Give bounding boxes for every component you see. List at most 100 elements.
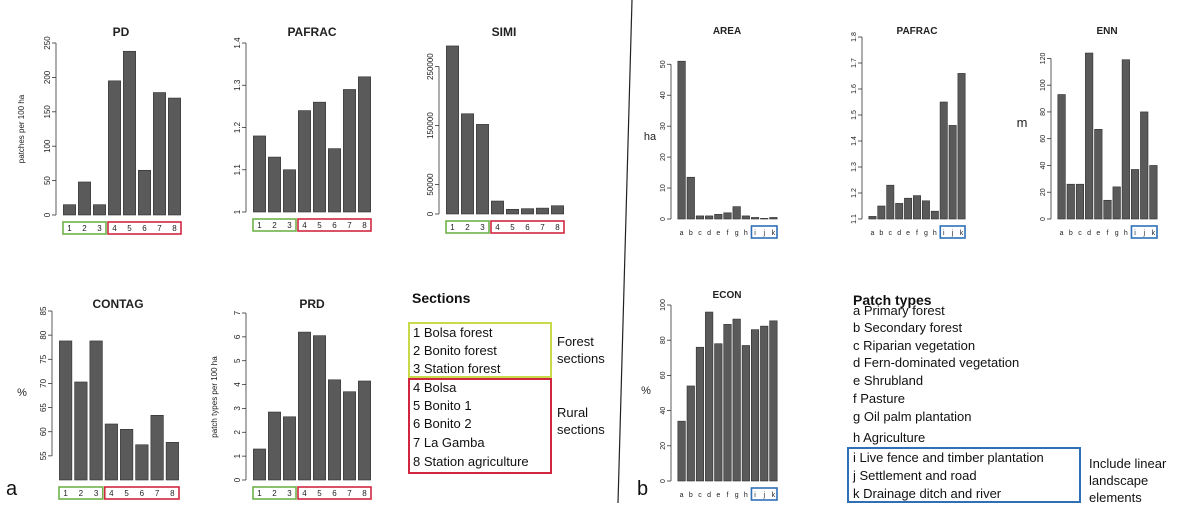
chart-3-simi: SIMI 0 50000 150000 250000 1 2 3 4 5 6 7 8 bbox=[426, 25, 565, 234]
chart-1-pd-y-tick-label-2: 100 bbox=[43, 139, 52, 153]
chart-1-pd-y-tick-label-3: 150 bbox=[43, 105, 52, 119]
chart-6-area-y-tick-label-0: 0 bbox=[660, 217, 667, 221]
chart-4-contag-y-tick-label-2: 65 bbox=[39, 403, 48, 412]
chart-7-pafrac: PAFRAC 1.1 1.2 1.3 1.4 1.5 1.6 1.7 1.8 a b c d e f g h i j… bbox=[851, 26, 966, 239]
section-item-4: 4 Bolsa bbox=[413, 380, 457, 395]
chart-7-pafrac-x-tick-label-c: c bbox=[889, 230, 893, 237]
chart-9-econ-y-tick-label-5: 100 bbox=[660, 299, 667, 311]
chart-3-simi-bar-4 bbox=[491, 200, 504, 215]
chart-1-pd-group-box-1 bbox=[62, 221, 107, 235]
chart-7-pafrac-x-tick-label-i: i bbox=[943, 230, 945, 237]
chart-8-enn-x-tick-label-f: f bbox=[1107, 230, 1109, 237]
rural-sections-label: Rural sections bbox=[557, 405, 605, 437]
chart-7-pafrac-bar-k bbox=[957, 73, 966, 220]
chart-6-area: AREA 0 10 20 30 40 50 ha a b c d e f g h i j k bbox=[644, 26, 778, 239]
chart-6-area-bar-e bbox=[714, 214, 723, 220]
chart-4-contag-y-tick-label-0: 55 bbox=[39, 451, 48, 460]
chart-4-contag-bar-5 bbox=[120, 428, 134, 481]
chart-2-pafrac-bar-8 bbox=[358, 76, 371, 213]
chart-7-pafrac-x-tick-label-f: f bbox=[916, 230, 918, 237]
chart-4-contag-group-box-2 bbox=[103, 486, 180, 500]
chart-2-pafrac-x-tick-label-8: 8 bbox=[362, 221, 367, 230]
chart-3-simi-x-tick-label-6: 6 bbox=[525, 223, 530, 232]
chart-9-econ-bar-h bbox=[741, 345, 750, 482]
chart-1-pd: PD 0 50 100 150 200 250 patches per 100 ha 1 2 3 4 5… bbox=[17, 25, 182, 235]
chart-7-pafrac-x-tick-label-g: g bbox=[924, 230, 928, 237]
chart-7-pafrac-bar-j bbox=[948, 125, 957, 220]
chart-7-pafrac-group-box-1 bbox=[939, 225, 966, 239]
chart-4-contag-bar-4 bbox=[104, 423, 118, 481]
chart-8-enn-x-tick-label-d: d bbox=[1087, 230, 1091, 237]
chart-4-contag-bar-2 bbox=[74, 381, 88, 481]
chart-1-pd-x-tick-label-3: 3 bbox=[97, 224, 102, 233]
chart-9-econ-bar-g bbox=[732, 318, 741, 482]
chart-5-prd-y-tick-label-7: 7 bbox=[233, 310, 242, 315]
chart-8-enn-x-tick-label-e: e bbox=[1096, 230, 1100, 237]
chart-8-enn-y-tick-label-1: 20 bbox=[1040, 188, 1047, 196]
chart-5-prd-y-label: patch types per 100 ha bbox=[210, 356, 219, 438]
chart-2-pafrac-group-box-1 bbox=[252, 218, 297, 232]
chart-8-enn-bar-d bbox=[1085, 52, 1094, 220]
chart-6-area-y-tick-label-4: 40 bbox=[660, 91, 667, 99]
chart-6-area-x-tick-label-d: d bbox=[707, 230, 711, 237]
chart-3-simi-bar-6 bbox=[521, 208, 534, 215]
chart-2-pafrac-y-tick-label-4: 1.4 bbox=[233, 37, 242, 49]
chart-2-pafrac-bar-7 bbox=[343, 89, 356, 213]
patch-item-h: h Agriculture bbox=[853, 430, 926, 445]
chart-1-pd-x-tick-label-7: 7 bbox=[157, 224, 162, 233]
chart-6-area-x-tick-label-f: f bbox=[727, 230, 729, 237]
chart-6-area-x-tick-label-j: j bbox=[762, 230, 765, 237]
chart-5-prd-y-tick-label-5: 5 bbox=[233, 358, 242, 363]
chart-4-contag-x-tick-label-1: 1 bbox=[63, 489, 68, 498]
chart-2-pafrac-bar-4 bbox=[298, 110, 311, 213]
chart-7-pafrac-y-tick-label-5: 1.6 bbox=[851, 84, 858, 94]
chart-8-enn-group-box-1 bbox=[1130, 225, 1158, 239]
forest-sections-box bbox=[408, 322, 552, 378]
chart-3-simi-title: SIMI bbox=[492, 25, 517, 39]
chart-8-enn-x-tick-label-a: a bbox=[1060, 230, 1064, 237]
chart-6-area-bar-g bbox=[732, 206, 741, 220]
chart-5-prd-title: PRD bbox=[299, 297, 325, 311]
chart-3-simi-bar-1 bbox=[446, 45, 459, 215]
chart-8-enn-x-tick-label-k: k bbox=[1152, 230, 1156, 237]
chart-8-enn-x-tick-label-g: g bbox=[1115, 230, 1119, 237]
panel-divider bbox=[617, 0, 633, 503]
chart-6-area-bar-d bbox=[705, 215, 714, 220]
chart-5-prd-bar-6 bbox=[328, 379, 341, 481]
chart-4-contag-y-tick-label-3: 70 bbox=[39, 378, 48, 387]
chart-7-pafrac-x-tick-label-b: b bbox=[879, 230, 883, 237]
chart-7-pafrac-bar-e bbox=[904, 197, 913, 220]
chart-2-pafrac: PAFRAC 1 1.1 1.2 1.3 1.4 1 2 3 4 5 6 7 8 bbox=[233, 25, 372, 232]
chart-4-contag-title: CONTAG bbox=[92, 297, 143, 311]
chart-8-enn-y-tick-label-4: 80 bbox=[1040, 108, 1047, 116]
chart-3-simi-group-box-1 bbox=[445, 220, 490, 234]
chart-9-econ-x-tick-label-j: j bbox=[762, 492, 765, 499]
chart-8-enn: ENN 0 20 40 60 80 100 120 m a b c d e f g h i j k bbox=[1017, 26, 1158, 239]
chart-7-pafrac-y-tick-label-3: 1.4 bbox=[851, 136, 858, 146]
chart-8-enn-x-tick-label-h: h bbox=[1124, 230, 1128, 237]
chart-9-econ-bar-f bbox=[723, 324, 732, 482]
chart-9-econ-bar-d bbox=[705, 311, 714, 482]
chart-6-area-x-tick-label-k: k bbox=[772, 230, 776, 237]
chart-2-pafrac-x-tick-label-2: 2 bbox=[272, 221, 277, 230]
chart-6-area-y-tick-label-5: 50 bbox=[660, 60, 667, 68]
chart-8-enn-y-tick-label-0: 0 bbox=[1040, 217, 1047, 221]
chart-2-pafrac-x-tick-label-6: 6 bbox=[332, 221, 337, 230]
chart-1-pd-title: PD bbox=[113, 25, 130, 39]
chart-8-enn-y-label: m bbox=[1017, 115, 1028, 130]
chart-5-prd-x-tick-label-2: 2 bbox=[272, 489, 277, 498]
chart-4-contag-x-tick-label-2: 2 bbox=[79, 489, 84, 498]
chart-3-simi-bar-5 bbox=[506, 208, 519, 215]
chart-9-econ: ECON 0 20 40 60 80 100% a b c d e f g h i j k bbox=[641, 290, 778, 501]
chart-2-pafrac-bar-1 bbox=[253, 135, 266, 213]
chart-4-contag-y-tick-label-5: 80 bbox=[39, 330, 48, 339]
chart-6-area-title: AREA bbox=[713, 26, 741, 37]
chart-5-prd-y-tick-label-3: 3 bbox=[233, 406, 242, 411]
chart-7-pafrac-x-tick-label-j: j bbox=[951, 230, 954, 237]
chart-3-simi-group-box-2 bbox=[490, 220, 565, 234]
chart-8-enn-bar-b bbox=[1066, 183, 1075, 220]
chart-2-pafrac-x-tick-label-5: 5 bbox=[317, 221, 322, 230]
chart-9-econ-x-tick-label-a: a bbox=[680, 492, 684, 499]
section-item-3: 3 Station forest bbox=[413, 361, 501, 376]
chart-5-prd-bar-4 bbox=[298, 331, 311, 481]
